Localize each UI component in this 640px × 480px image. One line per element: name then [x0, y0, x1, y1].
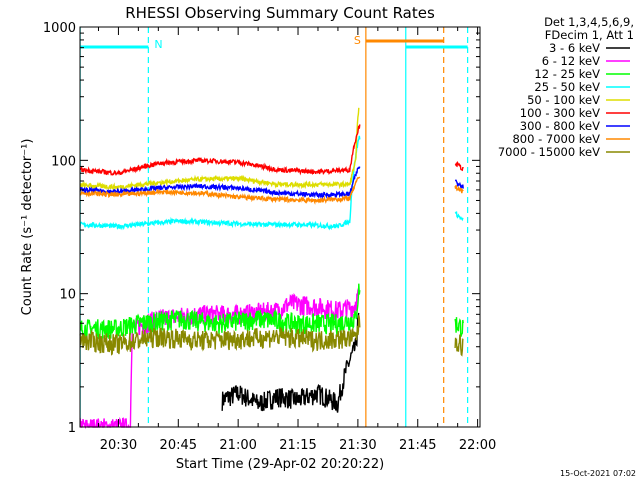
x-tick-label: 21:00 [219, 438, 256, 453]
legend-label-7: 800 - 7000 keV [512, 132, 600, 146]
axes: 1 10 100 1000 20:30 20:45 21:00 21:15 21:30 21:45… [43, 21, 496, 453]
series-line-2 [79, 283, 464, 342]
x-tick-label: 22:00 [459, 438, 496, 453]
x-tick-label: 20:30 [100, 438, 137, 453]
series-line-4 [79, 107, 360, 192]
legend-label-5: 100 - 300 keV [520, 106, 600, 120]
annotation-N: N [154, 38, 162, 51]
legend-header-line-2: FDecim 1, Att 1 [545, 28, 634, 42]
legend-label-8: 7000 - 15000 keV [498, 145, 600, 159]
series-line-1 [79, 288, 360, 429]
y-tick-label: 1 [68, 421, 76, 436]
series-layer [79, 107, 464, 429]
legend-label-2: 12 - 25 keV [534, 67, 600, 81]
series-line-8 [79, 315, 464, 357]
legend-label-4: 50 - 100 keV [527, 93, 600, 107]
series-line-5 [79, 124, 464, 176]
legend-header-line-1: Det 1,3,4,5,6,9, [544, 15, 634, 29]
footer-date: 15-Oct-2021 07:02 [560, 469, 636, 478]
series-line-3 [79, 135, 464, 231]
legend-label-3: 25 - 50 keV [534, 80, 600, 94]
x-tick-label: 21:30 [339, 438, 376, 453]
x-tick-label: 21:15 [279, 438, 316, 453]
x-axis-label: Start Time (29-Apr-02 20:20:22) [176, 457, 384, 472]
y-tick-label: 1000 [43, 21, 76, 36]
y-tick-label: 10 [59, 288, 76, 303]
y-axis-label: Count Rate (s⁻¹ detector⁻¹) [20, 139, 35, 316]
x-tick-label: 21:45 [399, 438, 436, 453]
chart-title: RHESSI Observing Summary Count Rates [125, 4, 435, 22]
annotation-S: S [354, 34, 361, 47]
series-line-0 [221, 312, 360, 413]
series-line-7 [79, 176, 464, 205]
x-tick-label: 20:45 [160, 438, 197, 453]
y-tick-label: 100 [51, 154, 76, 169]
legend-label-1: 6 - 12 keV [542, 54, 600, 68]
legend-label-6: 300 - 800 keV [520, 119, 600, 133]
legend-label-0: 3 - 6 keV [549, 41, 600, 55]
plot-frame [79, 26, 481, 428]
